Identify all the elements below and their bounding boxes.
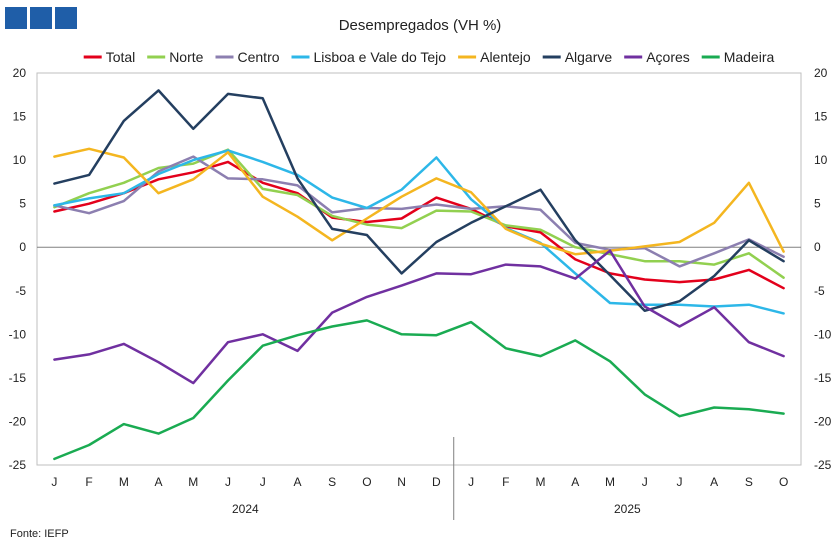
y-tick-label-left: 20 <box>13 66 27 80</box>
x-year-label: 2025 <box>614 502 641 516</box>
x-tick-label: J <box>51 475 57 489</box>
legend-label: Centro <box>238 49 280 65</box>
y-tick-label-right: -20 <box>814 414 832 428</box>
source-note: Fonte: IEFP <box>10 528 69 540</box>
series-line-centro <box>53 155 785 268</box>
series-line-madeira <box>53 319 785 461</box>
y-tick-label-left: -20 <box>9 414 27 428</box>
x-tick-label: F <box>85 475 92 489</box>
legend-item: Alentejo <box>458 49 531 65</box>
chart-title: Desempregados (VH %) <box>339 17 502 34</box>
y-tick-label-left: 5 <box>19 197 26 211</box>
x-tick-label: O <box>779 475 788 489</box>
legend-label: Lisboa e Vale do Tejo <box>314 49 447 65</box>
y-tick-label-right: -15 <box>814 371 832 385</box>
plot-frame <box>36 72 802 466</box>
x-tick-label: N <box>397 475 406 489</box>
x-tick-label: D <box>432 475 441 489</box>
x-tick-label: M <box>536 475 546 489</box>
y-tick-label-left: 15 <box>13 110 27 124</box>
x-tick-label: S <box>745 475 753 489</box>
logo-block-2 <box>30 7 52 29</box>
y-tick-label-left: -5 <box>15 284 26 298</box>
x-tick-label: M <box>605 475 615 489</box>
x-tick-label: J <box>468 475 474 489</box>
y-tick-label-right: 0 <box>814 240 821 254</box>
legend-item: Centro <box>215 49 280 65</box>
x-tick-label: J <box>642 475 648 489</box>
x-tick-label: J <box>260 475 266 489</box>
y-tick-label-left: -15 <box>9 371 27 385</box>
x-year-label: 2024 <box>232 502 259 516</box>
x-tick-label: M <box>119 475 129 489</box>
x-tick-label: J <box>676 475 682 489</box>
legend-label: Açores <box>646 49 690 65</box>
legend-item: Norte <box>147 49 204 65</box>
legend-label: Norte <box>169 49 203 65</box>
chart-legend: Total Norte Centro Lisboa e Vale do Tejo Ale… <box>83 49 775 65</box>
y-tick-label-right: -10 <box>814 327 832 341</box>
legend-label: Madeira <box>724 49 775 65</box>
x-tick-label: A <box>710 475 718 489</box>
series-line-açores <box>53 249 785 385</box>
legend-item: Total <box>83 49 136 65</box>
y-tick-label-left: 0 <box>19 240 26 254</box>
logo-block-1 <box>5 7 27 29</box>
plot-area: 20 20 15 15 10 10 5 5 0 0 -5 -5 -10 -10 -15 -15 -20 -20 -2… <box>9 66 832 520</box>
y-tick-label-left: -10 <box>9 327 27 341</box>
logo-block-3 <box>55 7 77 29</box>
legend-label: Algarve <box>565 49 613 65</box>
y-tick-label-right: -5 <box>814 284 825 298</box>
legend-item: Lisboa e Vale do Tejo <box>291 49 447 65</box>
y-tick-label-left: -25 <box>9 458 27 472</box>
series-line-total <box>53 160 785 290</box>
legend-label: Alentejo <box>480 49 531 65</box>
x-tick-label: S <box>328 475 336 489</box>
y-tick-label-right: 10 <box>814 153 828 167</box>
legend-item: Algarve <box>542 49 613 65</box>
legend-item: Açores <box>624 49 690 65</box>
x-tick-label: M <box>188 475 198 489</box>
series-line-alentejo <box>53 147 785 256</box>
x-tick-label: A <box>293 475 301 489</box>
x-tick-label: A <box>571 475 579 489</box>
x-tick-label: A <box>155 475 163 489</box>
brand-logo <box>5 7 77 29</box>
y-tick-label-left: 10 <box>13 153 27 167</box>
x-tick-label: J <box>225 475 231 489</box>
legend-item: Madeira <box>701 49 775 65</box>
y-tick-label-right: 15 <box>814 110 828 124</box>
series-line-lisboa-e-vale-do-tejo <box>53 149 785 315</box>
x-tick-label: O <box>362 475 371 489</box>
legend-label: Total <box>106 49 136 65</box>
y-tick-label-right: 5 <box>814 197 821 211</box>
y-tick-label-right: -25 <box>814 458 832 472</box>
x-tick-label: F <box>502 475 509 489</box>
series-line-algarve <box>53 89 785 313</box>
y-tick-label-right: 20 <box>814 66 828 80</box>
